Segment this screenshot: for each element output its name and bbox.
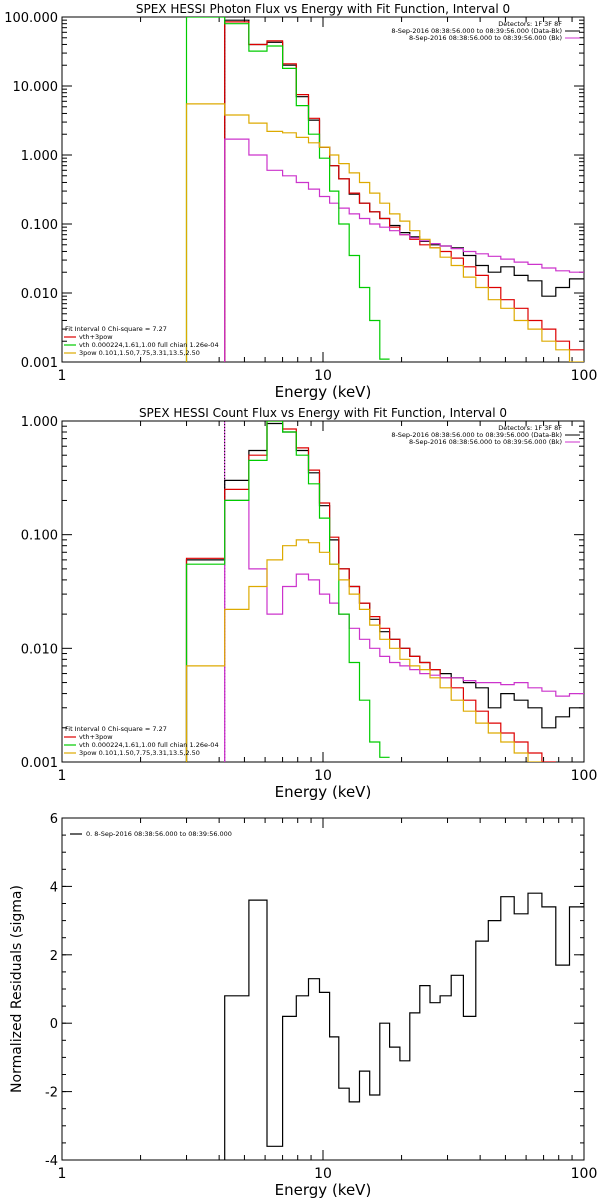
x-axis-label: Energy (keV) <box>275 1181 372 1199</box>
header-line: Detectors: 1F 3F 8F <box>498 424 562 432</box>
y-tick-label: 0.001 <box>21 356 58 371</box>
series-0-line <box>224 835 584 1160</box>
header-line: 8-Sep-2016 08:38:56.000 to 08:39:56.000 … <box>391 27 562 35</box>
series-3-line <box>185 17 390 362</box>
legend-entry: vth+3pow <box>79 333 113 341</box>
series-1-line <box>224 21 584 362</box>
x-tick-label: 1 <box>58 768 67 784</box>
y-tick-label: 4 <box>50 880 58 895</box>
y-tick-label: 2 <box>50 949 58 964</box>
series-group <box>185 17 584 362</box>
series-4-line <box>185 103 584 362</box>
y-tick-label: 10.000 <box>13 80 59 95</box>
chart-title: SPEX HESSI Photon Flux vs Energy with Fi… <box>136 2 510 16</box>
y-tick-label: 0.001 <box>21 756 58 771</box>
series-3-line <box>185 421 390 762</box>
y-axis-label: Normalized Residuals (sigma) <box>9 885 25 1093</box>
x-axis-label: Energy (keV) <box>275 383 372 401</box>
y-tick-label: 1.000 <box>21 415 58 430</box>
series-0-line <box>224 19 584 362</box>
series-4-line <box>185 539 542 762</box>
legend-entry: 3pow 0.101,1.50,7.75,3.31,13.5,2.50 <box>79 349 200 357</box>
header-line: 8-Sep-2016 08:38:56.000 to 08:39:56.000 … <box>391 431 562 439</box>
x-axis-label: Energy (keV) <box>275 783 372 801</box>
series-1-line <box>185 421 556 762</box>
x-tick-label: 100 <box>571 1166 598 1182</box>
x-tick-label: 100 <box>571 768 598 784</box>
legend-entry: 3pow 0.101,1.50,7.75,3.31,13.5,2.50 <box>79 749 200 757</box>
plot-frame <box>61 420 585 763</box>
y-tick-label: -4 <box>45 1154 58 1169</box>
y-tick-label: 0.100 <box>21 529 58 544</box>
y-tick-label: 0.100 <box>21 218 58 233</box>
x-tick-label: 10 <box>314 768 332 784</box>
y-tick-label: -2 <box>45 1086 58 1101</box>
series-0-line <box>185 422 584 762</box>
x-tick-label: 1 <box>58 368 67 384</box>
legend-entry: Fit Interval 0 Chi-square = 7.27 <box>65 725 167 733</box>
series-2-line <box>224 138 584 362</box>
plot-frame <box>61 16 585 363</box>
y-tick-label: 0.010 <box>21 642 58 657</box>
series-group <box>185 421 584 762</box>
y-tick-label: 6 <box>50 812 58 827</box>
x-tick-label: 100 <box>571 368 598 384</box>
legend-entry: 0. 8-Sep-2016 08:38:56.000 to 08:39:56.0… <box>86 830 232 838</box>
x-tick-label: 10 <box>314 1166 332 1182</box>
x-tick-label: 1 <box>58 1166 67 1182</box>
series-group <box>224 835 584 1160</box>
legend-entry: vth 0.000224,1.61,1.00 full chian 1.26e-… <box>79 741 219 749</box>
y-tick-label: 0.010 <box>21 287 58 302</box>
legend-entry: vth+3pow <box>79 733 113 741</box>
header-line: 8-Sep-2016 08:38:56.000 to 08:39:56.000 … <box>409 438 562 446</box>
series-2-line <box>224 499 584 762</box>
y-tick-label: 1.000 <box>21 149 58 164</box>
header-line: 8-Sep-2016 08:38:56.000 to 08:39:56.000 … <box>409 34 562 42</box>
chart-title: SPEX HESSI Count Flux vs Energy with Fit… <box>139 406 507 420</box>
y-tick-label: 100.000 <box>4 11 58 26</box>
legend-entry: Fit Interval 0 Chi-square = 7.27 <box>65 325 167 333</box>
plot-frame <box>61 817 585 1161</box>
legend-entry: vth 0.000224,1.61,1.00 full chian 1.26e-… <box>79 341 219 349</box>
header-line: Detectors: 1F 3F 8F <box>498 20 562 28</box>
y-tick-label: 0 <box>50 1017 58 1032</box>
x-tick-label: 10 <box>314 368 332 384</box>
